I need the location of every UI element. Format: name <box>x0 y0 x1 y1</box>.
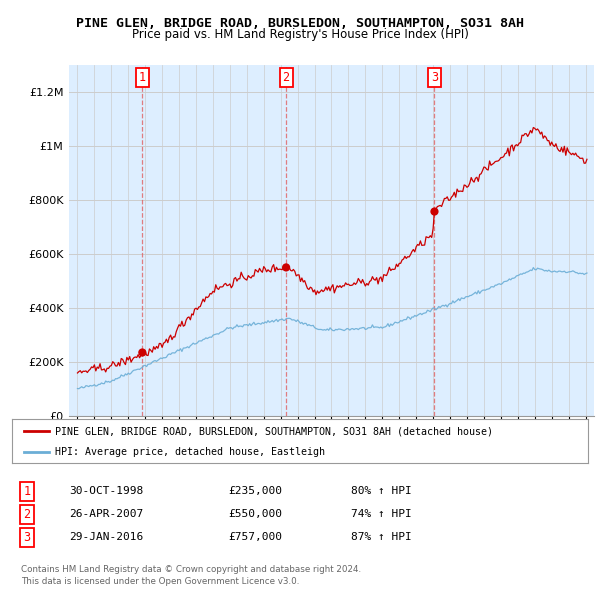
Text: 3: 3 <box>431 71 438 84</box>
Text: This data is licensed under the Open Government Licence v3.0.: This data is licensed under the Open Gov… <box>21 577 299 586</box>
Text: £235,000: £235,000 <box>228 487 282 496</box>
Point <box>137 348 147 357</box>
Text: 29-JAN-2016: 29-JAN-2016 <box>69 533 143 542</box>
Text: £757,000: £757,000 <box>228 533 282 542</box>
Point <box>430 207 439 217</box>
Text: 1: 1 <box>139 71 146 84</box>
Point <box>281 263 291 272</box>
Text: 87% ↑ HPI: 87% ↑ HPI <box>351 533 412 542</box>
Text: 26-APR-2007: 26-APR-2007 <box>69 510 143 519</box>
Text: 80% ↑ HPI: 80% ↑ HPI <box>351 487 412 496</box>
Text: 74% ↑ HPI: 74% ↑ HPI <box>351 510 412 519</box>
Text: £550,000: £550,000 <box>228 510 282 519</box>
Text: Contains HM Land Registry data © Crown copyright and database right 2024.: Contains HM Land Registry data © Crown c… <box>21 565 361 574</box>
Text: HPI: Average price, detached house, Eastleigh: HPI: Average price, detached house, East… <box>55 447 325 457</box>
Text: PINE GLEN, BRIDGE ROAD, BURSLEDON, SOUTHAMPTON, SO31 8AH (detached house): PINE GLEN, BRIDGE ROAD, BURSLEDON, SOUTH… <box>55 427 493 436</box>
Text: 30-OCT-1998: 30-OCT-1998 <box>69 487 143 496</box>
Text: 2: 2 <box>23 508 31 521</box>
Text: 2: 2 <box>283 71 290 84</box>
Text: PINE GLEN, BRIDGE ROAD, BURSLEDON, SOUTHAMPTON, SO31 8AH: PINE GLEN, BRIDGE ROAD, BURSLEDON, SOUTH… <box>76 17 524 30</box>
Text: 3: 3 <box>23 531 31 544</box>
Text: Price paid vs. HM Land Registry's House Price Index (HPI): Price paid vs. HM Land Registry's House … <box>131 28 469 41</box>
Text: 1: 1 <box>23 485 31 498</box>
